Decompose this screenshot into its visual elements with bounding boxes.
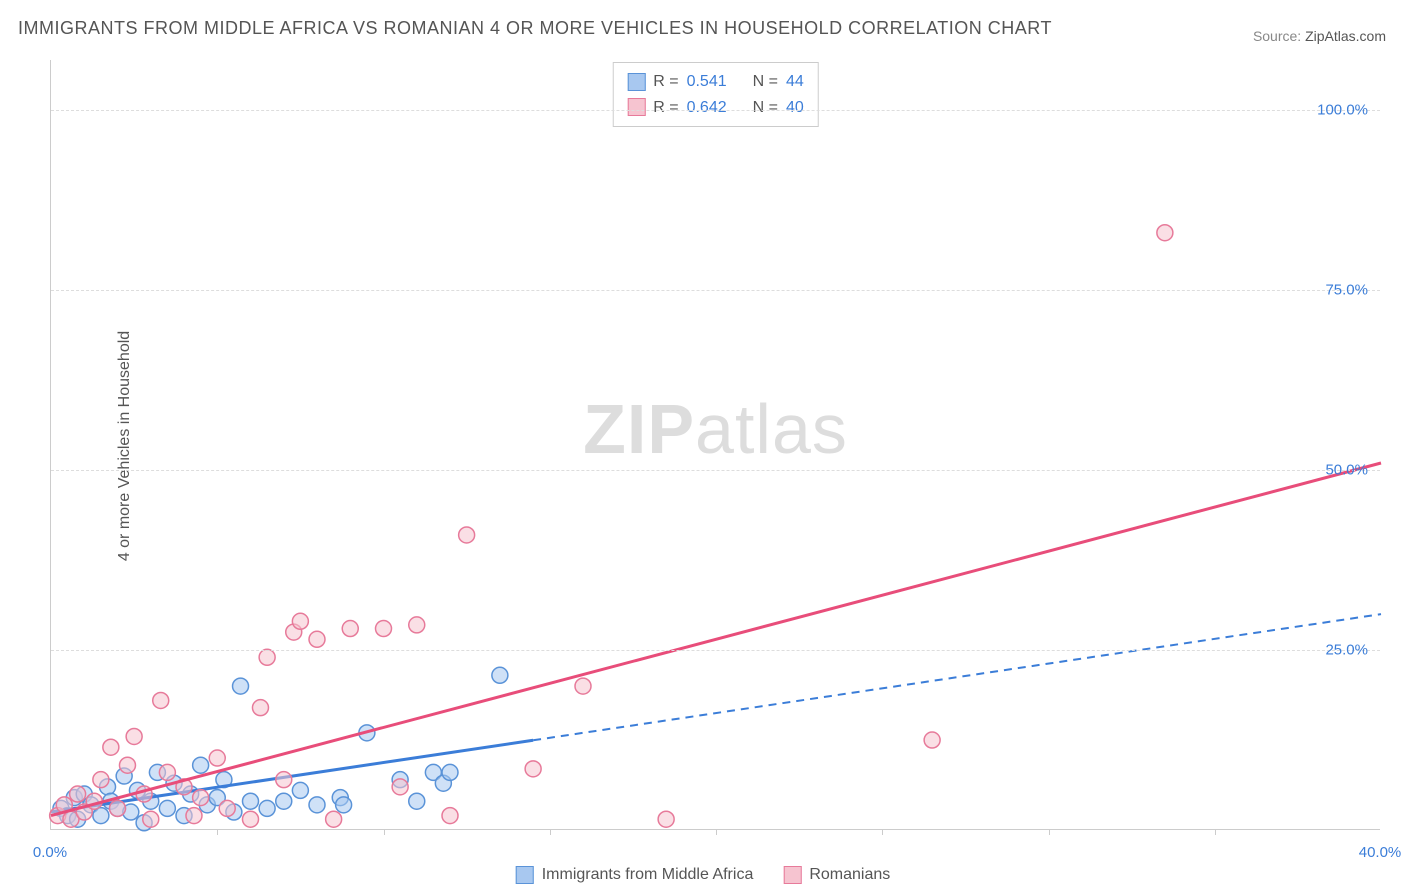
data-point (143, 811, 159, 827)
data-point (276, 793, 292, 809)
source-attribution: Source: ZipAtlas.com (1253, 28, 1386, 44)
x-tick-label: 0.0% (33, 844, 67, 861)
gridline-h (51, 290, 1380, 291)
legend-swatch-0 (516, 866, 534, 884)
data-point (459, 527, 475, 543)
data-point (259, 649, 275, 665)
data-point (525, 761, 541, 777)
data-point (1157, 225, 1173, 241)
x-tick (882, 829, 883, 835)
data-point (492, 667, 508, 683)
data-point (276, 772, 292, 788)
data-point (442, 808, 458, 824)
data-point (292, 782, 308, 798)
data-point (186, 808, 202, 824)
data-point (658, 811, 674, 827)
chart-container: IMMIGRANTS FROM MIDDLE AFRICA VS ROMANIA… (0, 0, 1406, 892)
y-tick-label: 50.0% (1325, 462, 1368, 479)
data-point (126, 728, 142, 744)
x-tick (1049, 829, 1050, 835)
legend-swatch-1 (783, 866, 801, 884)
data-point (409, 617, 425, 633)
data-point (159, 800, 175, 816)
x-tick (1215, 829, 1216, 835)
data-point (259, 800, 275, 816)
legend-label-0: Immigrants from Middle Africa (542, 866, 754, 884)
bottom-legend: Immigrants from Middle Africa Romanians (516, 866, 891, 884)
chart-title: IMMIGRANTS FROM MIDDLE AFRICA VS ROMANIA… (18, 18, 1052, 39)
x-tick (716, 829, 717, 835)
plot-svg (51, 60, 1380, 829)
data-point (575, 678, 591, 694)
legend-label-1: Romanians (809, 866, 890, 884)
data-point (243, 793, 259, 809)
data-point (243, 811, 259, 827)
data-point (233, 678, 249, 694)
data-point (336, 797, 352, 813)
data-point (110, 800, 126, 816)
gridline-h (51, 110, 1380, 111)
x-tick (550, 829, 551, 835)
source-label: Source: (1253, 28, 1301, 44)
trend-line-dashed (533, 614, 1381, 740)
data-point (392, 779, 408, 795)
data-point (376, 621, 392, 637)
data-point (292, 613, 308, 629)
x-tick-label: 40.0% (1359, 844, 1402, 861)
data-point (159, 764, 175, 780)
data-point (309, 631, 325, 647)
y-tick-label: 25.0% (1325, 642, 1368, 659)
data-point (309, 797, 325, 813)
data-point (93, 772, 109, 788)
trend-line-solid (51, 463, 1381, 816)
data-point (219, 800, 235, 816)
gridline-h (51, 650, 1380, 651)
data-point (924, 732, 940, 748)
data-point (409, 793, 425, 809)
data-point (103, 739, 119, 755)
data-point (442, 764, 458, 780)
data-point (193, 790, 209, 806)
legend-item-1: Romanians (783, 866, 890, 884)
data-point (153, 692, 169, 708)
data-point (93, 808, 109, 824)
x-tick (217, 829, 218, 835)
data-point (70, 786, 86, 802)
data-point (342, 621, 358, 637)
gridline-h (51, 470, 1380, 471)
x-tick (384, 829, 385, 835)
plot-area: ZIPatlas R = 0.541 N = 44 R = 0.642 N = … (50, 60, 1380, 830)
data-point (326, 811, 342, 827)
data-point (209, 750, 225, 766)
y-tick-label: 75.0% (1325, 282, 1368, 299)
source-value: ZipAtlas.com (1305, 28, 1386, 44)
legend-item-0: Immigrants from Middle Africa (516, 866, 754, 884)
y-tick-label: 100.0% (1317, 102, 1368, 119)
data-point (119, 757, 135, 773)
data-point (193, 757, 209, 773)
data-point (252, 700, 268, 716)
